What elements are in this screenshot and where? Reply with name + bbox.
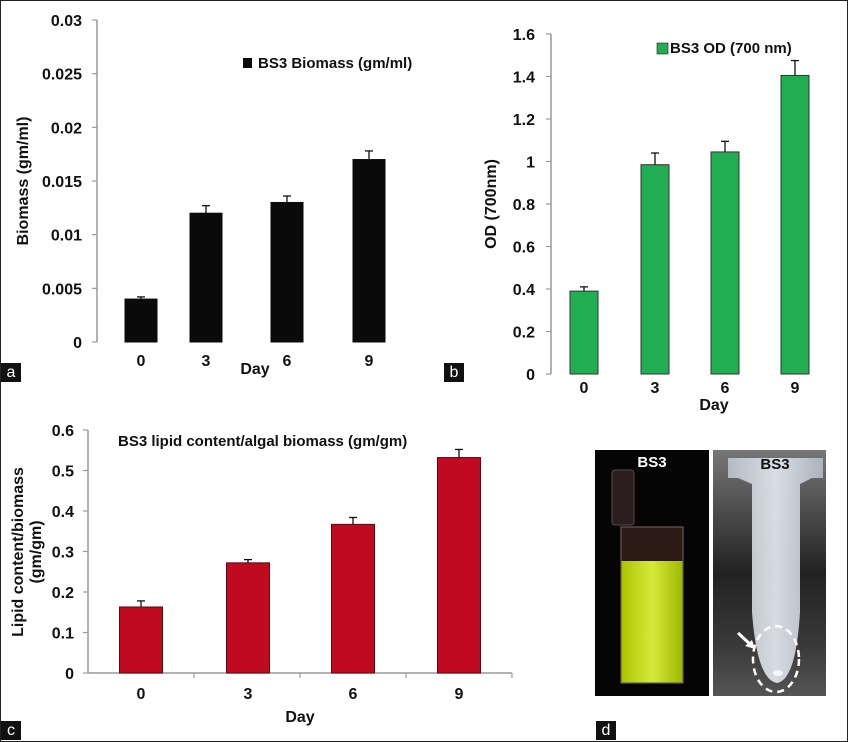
x-tick-label: 9: [455, 686, 464, 703]
y-tick-label: 0.4: [52, 504, 74, 521]
y-tick-label: 0.01: [51, 228, 82, 245]
y-tick-label: 1.4: [513, 70, 535, 87]
y-axis-label: Biomass (gm/ml): [15, 117, 32, 246]
x-axis-label: Day: [699, 397, 728, 414]
y-tick-label: 0.6: [513, 240, 535, 257]
y-tick-label: 0.8: [513, 197, 535, 214]
x-axis-label: Day: [285, 709, 314, 726]
x-tick-label: 9: [365, 353, 374, 370]
y-tick-label: 0.3: [52, 545, 74, 562]
vial-photo: BS3: [595, 450, 709, 696]
x-tick-label: 6: [721, 380, 730, 397]
panel-c-chart: 0 0.1 0.2 0.3 0.4 0.5 0.6 0 3 6 9 BS3 lipid conten…: [10, 423, 513, 726]
bar-day-9: [352, 159, 386, 343]
x-tick-label: 3: [244, 686, 253, 703]
y-axis-label-line2: (gm/gm): [28, 520, 45, 583]
panel-b-chart: 0 0.2 0.4 0.6 0.8 1 1.2 1.4 1.6 0 3 6 9 BS3 OD (700 …: [483, 27, 810, 414]
bar-day-0: [124, 298, 158, 343]
chart-title: BS3 lipid content/algal biomass (gm/gm): [118, 433, 407, 450]
bar-day-0: [119, 606, 163, 674]
legend-label: BS3 Biomass (gm/ml): [258, 55, 412, 72]
bar-day-9: [437, 457, 481, 674]
legend-label: BS3 OD (700 nm): [670, 40, 792, 57]
panel-label-c: c: [1, 721, 21, 740]
panel-label-d: d: [596, 721, 616, 740]
panel-a-chart: 0 0.005 0.01 0.015 0.02 0.025 0.03 0 3 6 9 BS3 Bio…: [15, 13, 412, 378]
vial-label: BS3: [637, 454, 666, 471]
pellet-highlight-circle: [751, 624, 801, 694]
bar-day-6: [270, 201, 304, 343]
bar-day-6: [710, 151, 740, 375]
x-tick-label: 0: [580, 380, 589, 397]
y-tick-label: 0.2: [52, 585, 74, 602]
y-axis-label-line1: Lipid content/biomass: [10, 467, 27, 637]
y-tick-label: 1.2: [513, 112, 535, 129]
y-tick-label: 0.02: [51, 120, 82, 137]
x-tick-label: 6: [283, 353, 292, 370]
x-tick-label: 3: [651, 380, 660, 397]
x-tick-label: 3: [202, 353, 211, 370]
y-tick-label: 0.03: [51, 13, 82, 30]
y-tick-label: 0.1: [52, 626, 74, 643]
tube-label: BS3: [760, 456, 789, 473]
tube-photo: BS3: [713, 450, 826, 696]
bar-day-3: [640, 164, 670, 375]
y-tick-label: 0: [73, 335, 82, 352]
bar-day-3: [189, 212, 223, 343]
y-tick-label: 0.025: [42, 67, 82, 84]
y-axis-label: OD (700nm): [483, 159, 500, 249]
x-tick-label: 0: [137, 353, 146, 370]
lipid-pellet: [773, 670, 783, 676]
x-tick-label: 9: [791, 380, 800, 397]
y-tick-label: 0.5: [52, 464, 74, 481]
panel-label-a: a: [1, 363, 21, 382]
x-axis-label: Day: [240, 361, 269, 378]
x-tick-label: 0: [137, 686, 146, 703]
y-tick-label: 0.4: [513, 282, 535, 299]
y-tick-label: 0.6: [52, 423, 74, 440]
y-tick-label: 0.015: [42, 174, 82, 191]
y-tick-label: 0.005: [42, 281, 82, 298]
arrow-icon: [736, 631, 755, 649]
y-tick-label: 0.2: [513, 325, 535, 342]
panel-label-b: b: [444, 363, 464, 382]
bar-day-9: [780, 74, 810, 375]
y-tick-label: 0: [526, 367, 535, 384]
y-tick-label: 0: [65, 666, 74, 683]
x-tick-label: 6: [349, 686, 358, 703]
legend-swatch: [656, 42, 669, 55]
y-tick-label: 1.6: [513, 27, 535, 44]
legend-swatch: [243, 58, 252, 68]
bar-day-6: [331, 523, 375, 674]
y-tick-label: 1: [526, 155, 535, 172]
bar-day-0: [569, 290, 599, 375]
bar-day-3: [226, 562, 270, 674]
